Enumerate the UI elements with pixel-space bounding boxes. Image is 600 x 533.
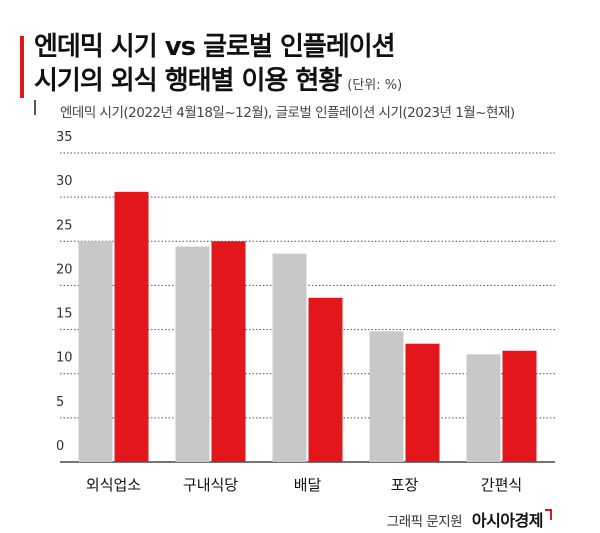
x-tick-label: 간편식 <box>481 476 522 494</box>
y-tick-label: 10 <box>56 351 73 366</box>
bar-inflation <box>405 343 440 462</box>
y-tick-label: 35 <box>56 130 73 145</box>
bar-inflation <box>308 297 343 462</box>
bar-endemic <box>466 354 501 462</box>
footer-credit: 그래픽 문지원 아시아경제 <box>387 507 552 531</box>
title-line-2: 시기의 외식 행태별 이용 현황 (단위: %) <box>34 64 402 103</box>
x-tick-label: 포장 <box>391 476 419 494</box>
bar-endemic <box>369 331 404 462</box>
brand-mark-icon <box>545 509 552 520</box>
subtitle-marker <box>34 100 48 115</box>
y-tick-label: 30 <box>56 174 73 189</box>
y-tick-label: 15 <box>56 307 73 322</box>
unit-label: (단위: %) <box>347 78 403 93</box>
brand-logo: 아시아경제 <box>471 511 544 530</box>
x-tick-label: 구내식당 <box>183 476 238 494</box>
bar-inflation <box>114 191 149 463</box>
chart-title: 엔데믹 시기 vs 글로벌 인플레이션 시기의 외식 행태별 이용 현황 (단위:… <box>34 30 402 103</box>
y-tick-label: 20 <box>56 262 73 277</box>
chart-subtitle: 엔데믹 시기(2022년 4월18일~12월), 글로벌 인플레이션 시기(20… <box>60 105 515 121</box>
bar-endemic <box>175 246 210 462</box>
bars <box>78 191 537 463</box>
bar-endemic <box>78 241 113 462</box>
y-tick-labels: 35 30 25 20 15 10 5 0 <box>56 130 73 454</box>
x-tick-labels: 외식업소 구내식당 배달 포장 간편식 <box>86 476 522 494</box>
x-tick-label: 외식업소 <box>86 476 141 494</box>
bar-endemic <box>272 253 307 462</box>
title-line-1: 엔데믹 시기 vs 글로벌 인플레이션 <box>34 32 396 62</box>
bar-inflation <box>211 241 246 462</box>
x-tick-label: 배달 <box>294 476 322 494</box>
title-accent-bar <box>20 36 24 98</box>
bar-inflation <box>502 350 537 462</box>
y-tick-label: 25 <box>56 218 73 233</box>
y-tick-label: 5 <box>56 395 64 410</box>
title-line-2-text: 시기의 외식 행태별 이용 현황 <box>34 66 342 96</box>
graphic-credit: 그래픽 문지원 <box>386 514 463 530</box>
y-tick-label: 0 <box>56 439 64 454</box>
